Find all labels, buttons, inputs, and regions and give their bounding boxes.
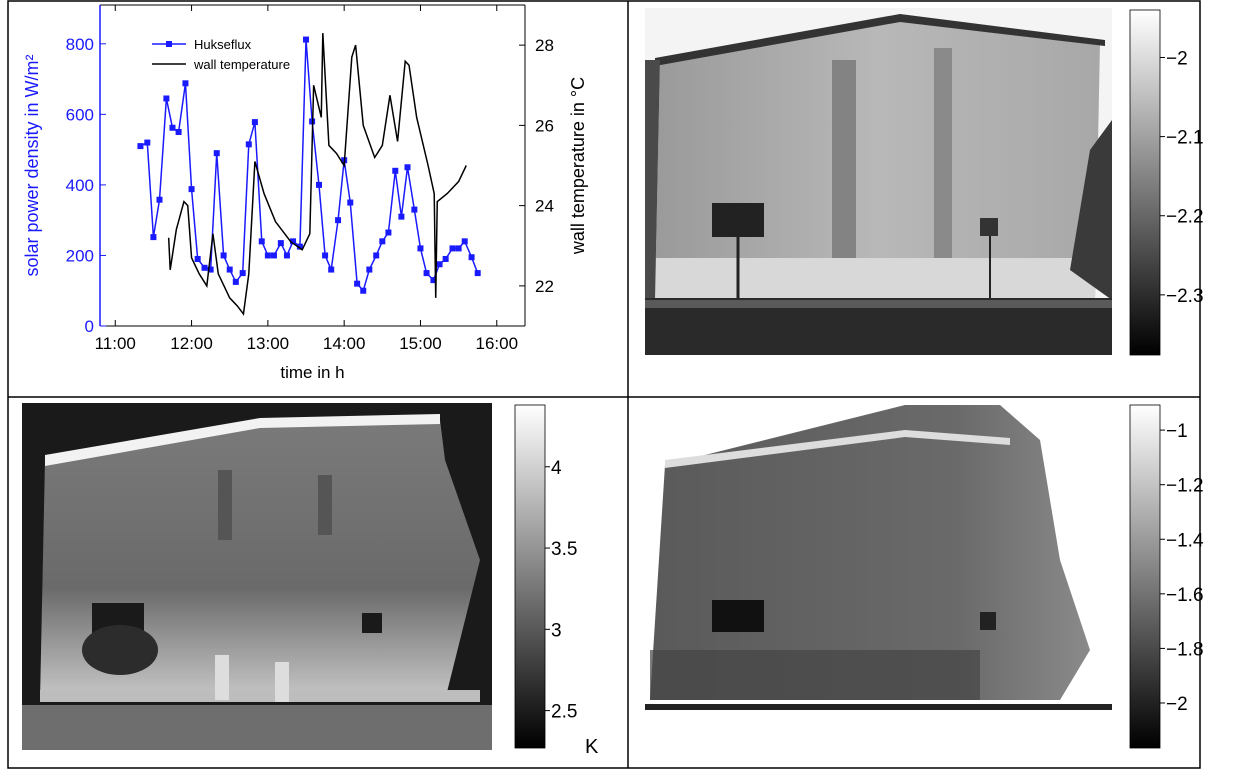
data-point [404, 164, 411, 171]
data-point [430, 277, 437, 284]
data-point [207, 266, 214, 273]
data-point [411, 206, 418, 213]
data-point [360, 287, 367, 294]
thermal-image [22, 403, 492, 750]
x-tick-label: 11:00 [95, 334, 136, 353]
series-line [167, 33, 467, 316]
data-point [290, 238, 297, 245]
y-tick-label: 200 [66, 246, 94, 265]
legend-marker [166, 41, 172, 47]
data-point [144, 139, 151, 146]
data-point [283, 252, 290, 259]
data-point [232, 278, 239, 285]
data-point [245, 141, 252, 148]
data-point [188, 186, 195, 193]
data-point [442, 255, 449, 262]
data-point [417, 245, 424, 252]
colorbar-tick-label: −2.2 [1166, 207, 1204, 228]
data-point [423, 270, 430, 277]
colorbar-tick-label: 3 [551, 620, 562, 641]
colorbar-tick-label: −2 [1166, 694, 1188, 715]
data-point [226, 266, 233, 273]
data-point [474, 270, 481, 277]
x-tick-label: 14:00 [323, 334, 366, 353]
data-point [182, 80, 189, 87]
data-point [201, 264, 208, 271]
data-point [175, 128, 182, 135]
data-point [335, 217, 342, 224]
series-line [140, 39, 479, 293]
data-point [315, 181, 322, 188]
data-point [163, 95, 170, 102]
y-tick-label: 600 [66, 105, 94, 124]
thermal-image [645, 8, 1112, 355]
x-axis-label: time in h [280, 363, 344, 382]
data-point [449, 245, 456, 252]
x-tick-label: 15:00 [399, 334, 442, 353]
y-axis-label: solar power density in W/m² [22, 54, 42, 276]
data-point [303, 36, 310, 43]
data-point [373, 252, 380, 259]
y2-axis-label: wall temperature in °C [568, 77, 588, 255]
data-point [194, 255, 201, 262]
data-point [328, 266, 335, 273]
data-point [468, 254, 475, 261]
colorbar-tick-label: 3.5 [551, 539, 577, 560]
data-point [277, 240, 284, 247]
data-point [270, 252, 277, 259]
colorbar-tick-label: 2.5 [551, 702, 577, 723]
thermal-image [645, 403, 1112, 750]
data-point [379, 238, 386, 245]
data-point [436, 261, 443, 268]
data-point [398, 213, 405, 220]
x-tick-label: 16:00 [475, 334, 518, 353]
data-point [258, 238, 265, 245]
data-point [385, 229, 392, 236]
colorbar [514, 404, 546, 749]
x-tick-label: 12:00 [170, 334, 213, 353]
y2-tick-label: 24 [535, 197, 554, 216]
data-point [251, 119, 258, 126]
colorbar-tick-label: −1.8 [1166, 639, 1204, 660]
colorbar-tick-label: −1.2 [1166, 476, 1204, 497]
legend-label: Hukseflux [194, 37, 252, 52]
data-point [296, 243, 303, 250]
y-tick-label: 0 [85, 317, 94, 336]
colorbar [1129, 9, 1161, 356]
data-point [156, 196, 163, 203]
y-tick-label: 800 [66, 35, 94, 54]
x-tick-label: 13:00 [247, 334, 290, 353]
data-point [213, 150, 220, 157]
colorbar-tick-label: −2.1 [1166, 128, 1204, 149]
data-point [455, 245, 462, 252]
data-point [264, 252, 271, 259]
y2-tick-label: 26 [535, 116, 554, 135]
colorbar [1129, 404, 1161, 749]
colorbar-tick-label: −1.6 [1166, 585, 1204, 606]
colorbar-unit: K [585, 736, 599, 758]
y2-tick-label: 28 [535, 36, 554, 55]
data-point [239, 270, 246, 277]
data-point [392, 167, 399, 174]
data-point [169, 124, 176, 131]
data-point [137, 143, 144, 150]
data-point [366, 266, 373, 273]
table-border [7, 0, 1201, 769]
data-point [322, 252, 329, 259]
colorbar-tick-label: −2 [1166, 48, 1188, 69]
y-tick-label: 400 [66, 176, 94, 195]
data-point [220, 252, 227, 259]
colorbar-tick-label: −2.3 [1166, 286, 1204, 307]
data-point [354, 280, 361, 287]
data-point [347, 199, 354, 206]
colorbar-tick-label: −1.4 [1166, 530, 1204, 551]
data-point [150, 234, 157, 241]
data-point [461, 238, 468, 245]
colorbar-tick-label: −1 [1166, 421, 1188, 442]
colorbar-tick-label: 4 [551, 458, 562, 479]
legend-label: wall temperature [193, 57, 290, 72]
y2-tick-label: 22 [535, 277, 554, 296]
